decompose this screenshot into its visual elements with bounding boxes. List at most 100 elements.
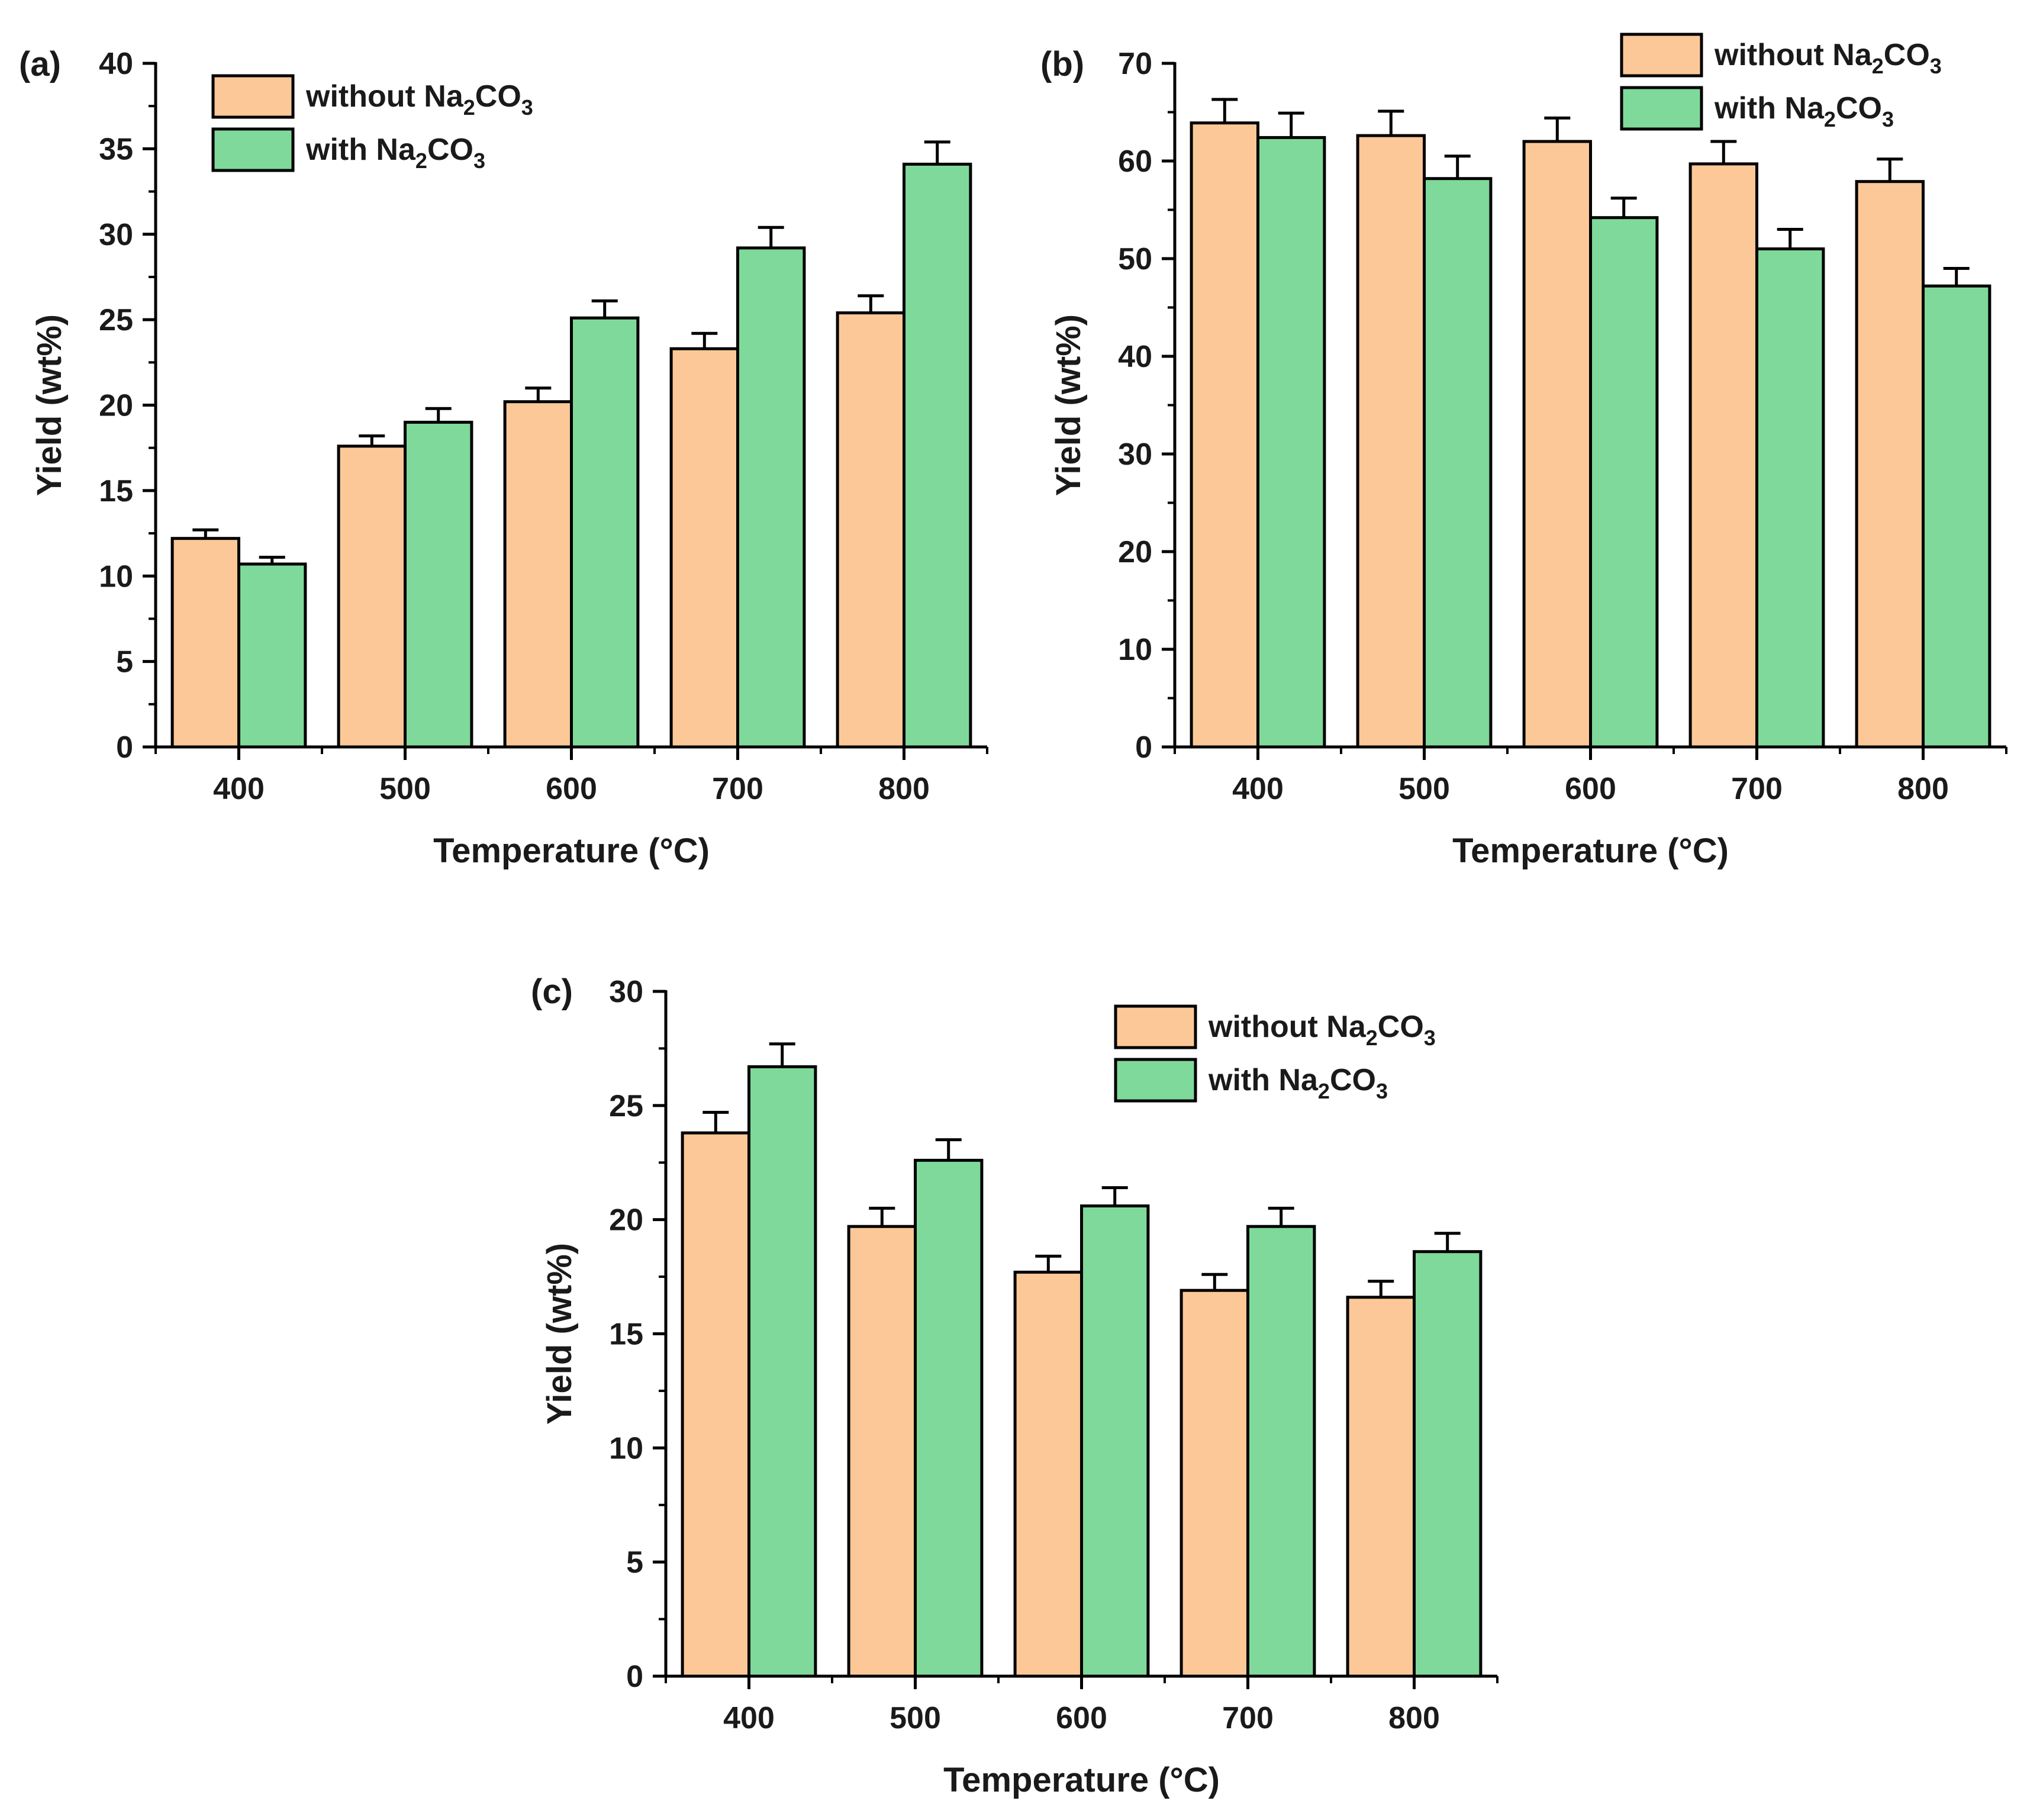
legend-label-with: with Na2CO3: [1208, 1063, 1388, 1103]
bar-with-600: [1589, 216, 1659, 749]
bar-without-700: [1180, 1289, 1249, 1678]
x-tick-label: 800: [1897, 772, 1949, 806]
bar-without-800: [1346, 1296, 1416, 1678]
bar-without-400: [170, 537, 241, 749]
legend-text-part: CO: [1330, 1063, 1376, 1097]
x-tick-label: 700: [1731, 772, 1783, 806]
legend-text-part: without Na: [305, 79, 464, 114]
legend-swatch-without: [1620, 33, 1703, 78]
bar-without-500: [337, 444, 407, 749]
legend-text-part: CO: [1836, 91, 1882, 125]
legend-subscript: 3: [1930, 54, 1942, 78]
legend-swatch-with: [211, 127, 295, 172]
legend-text-part: CO: [427, 133, 473, 167]
bar-without-500: [1356, 134, 1426, 749]
y-tick-label: 40: [1118, 340, 1152, 374]
y-tick-label: 30: [1118, 437, 1152, 472]
legend-text-part: CO: [1378, 1010, 1424, 1044]
bar-without-400: [1190, 121, 1259, 749]
y-tick-label: 60: [1118, 144, 1152, 179]
legend-label-without: without Na2CO3: [1714, 38, 1942, 78]
legend-swatch-with: [1114, 1058, 1197, 1103]
legend-subscript: 2: [1824, 107, 1836, 131]
chart-panel-2: (b) 0 10 20 30 40 50 60 70 400 500 600 700 800 Tempera…: [1040, 33, 2007, 870]
bar-without-800: [1855, 180, 1925, 749]
x-tick-label: 700: [712, 772, 763, 806]
y-tick-label: 10: [1118, 633, 1152, 667]
legend-subscript: 2: [1872, 54, 1884, 78]
legend-subscript: 2: [463, 95, 475, 120]
y-tick-label: 30: [99, 218, 133, 252]
legend-subscript: 2: [1366, 1026, 1378, 1050]
y-tick-label: 50: [1118, 242, 1152, 276]
y-tick-label: 15: [99, 474, 133, 508]
legend-label-without: without Na2CO3: [305, 79, 533, 120]
y-tick-label: 30: [609, 975, 643, 1009]
y-tick-label: 10: [609, 1431, 643, 1465]
legend-subscript: 3: [1424, 1026, 1436, 1050]
bar-with-800: [1922, 284, 1991, 749]
legend-label-without: without Na2CO3: [1208, 1010, 1436, 1050]
x-tick-label: 700: [1222, 1701, 1274, 1735]
bar-without-600: [1522, 140, 1593, 749]
chart-panel-3: (c) 0 5 10 15 20 25 30 400 500 600 700 800 Temperatur…: [531, 972, 1499, 1799]
legend-text-part: without Na: [1208, 1010, 1367, 1044]
legend-text-part: with Na: [1208, 1063, 1319, 1097]
y-tick-label: 25: [99, 303, 133, 337]
x-tick-label: 600: [1565, 772, 1616, 806]
y-tick-label: 0: [1135, 730, 1152, 765]
bar-without-400: [681, 1131, 750, 1678]
legend-swatch-with: [1620, 86, 1703, 131]
x-tick-label: 600: [546, 772, 597, 806]
y-tick-label: 25: [609, 1089, 643, 1123]
legend-text-part: with Na: [305, 133, 416, 167]
bar-without-600: [503, 400, 573, 749]
bar-without-800: [836, 311, 905, 749]
y-tick-label: 5: [626, 1545, 643, 1580]
y-tick-label: 10: [99, 559, 133, 594]
y-tick-label: 15: [609, 1318, 643, 1352]
x-tick-label: 800: [878, 772, 930, 806]
bar-with-500: [1423, 177, 1493, 749]
bar-without-600: [1013, 1270, 1083, 1678]
bar-without-700: [669, 347, 739, 749]
panel-label: (c): [531, 972, 573, 1011]
bar-without-700: [1688, 162, 1759, 749]
bar-with-500: [404, 420, 473, 749]
bar-with-600: [1080, 1204, 1150, 1678]
bar-without-500: [847, 1225, 917, 1678]
x-tick-label: 500: [379, 772, 431, 806]
y-tick-label: 5: [116, 645, 133, 679]
bar-with-400: [237, 562, 307, 749]
legend-subscript: 3: [1882, 107, 1894, 131]
x-tick-label: 500: [1398, 772, 1450, 806]
legend-swatch-without: [1114, 1004, 1197, 1049]
y-tick-label: 20: [1118, 535, 1152, 569]
bar-with-700: [1755, 247, 1825, 749]
legend-subscript: 3: [473, 149, 485, 173]
bar-with-800: [903, 162, 972, 749]
x-axis-title: Temperature (°C): [433, 832, 710, 870]
legend-text-part: with Na: [1714, 91, 1825, 125]
bar-with-500: [914, 1158, 984, 1678]
y-axis-title: Yield (wt%): [540, 1243, 579, 1425]
y-tick-label: 40: [99, 47, 133, 81]
bar-with-400: [747, 1065, 817, 1678]
panel-label: (a): [19, 45, 61, 83]
legend-subscript: 2: [415, 149, 427, 173]
legend-text-part: CO: [1884, 38, 1930, 72]
legend-swatch-without: [211, 74, 295, 119]
x-tick-label: 400: [213, 772, 265, 806]
x-axis-title: Temperature (°C): [1452, 832, 1729, 870]
legend-label-with: with Na2CO3: [1714, 91, 1894, 131]
bar-with-700: [736, 246, 806, 749]
y-tick-label: 20: [609, 1203, 643, 1238]
y-axis-title: Yield (wt%): [1049, 314, 1088, 496]
panel-label: (b): [1040, 45, 1084, 83]
y-tick-label: 0: [626, 1660, 643, 1694]
legend-subscript: 3: [1376, 1079, 1388, 1103]
legend-subscript: 3: [521, 95, 533, 120]
